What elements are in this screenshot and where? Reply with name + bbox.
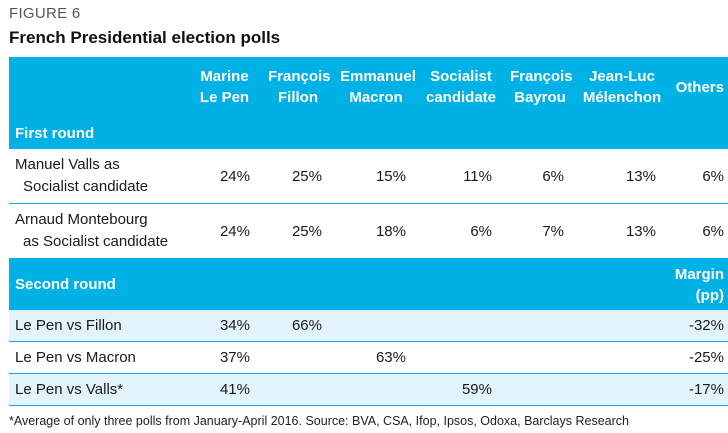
figure-label: FIGURE 6	[9, 5, 81, 22]
table-cell: 25%	[262, 149, 334, 204]
table-cell: 11%	[418, 149, 504, 204]
table-cell: 6%	[668, 149, 728, 204]
table-cell: 13%	[576, 203, 668, 259]
footnote: *Average of only three polls from Januar…	[9, 414, 629, 428]
row-label: Le Pen vs Valls*	[9, 373, 187, 406]
section-second-round: Second round Margin (pp)	[9, 258, 728, 310]
table-cell	[334, 373, 418, 406]
table-cell: -32%	[668, 310, 728, 342]
table-cell: 37%	[187, 341, 262, 374]
table-cell: -17%	[668, 373, 728, 406]
table-cell	[262, 373, 334, 406]
row-label: Manuel Valls as Socialist candidate	[9, 149, 187, 204]
section-label-second-round: Second round	[9, 258, 668, 310]
table-cell	[576, 341, 668, 374]
section-label-first-round: First round	[9, 117, 728, 149]
table-cell: -25%	[668, 341, 728, 374]
column-header-socialist: Socialist candidate	[418, 57, 504, 117]
table-row: Le Pen vs Fillon 34% 66% -32%	[9, 310, 728, 342]
table-cell: 63%	[334, 341, 418, 374]
header-corner	[9, 57, 187, 117]
table-cell: 66%	[262, 310, 334, 342]
table-cell: 6%	[418, 203, 504, 259]
table-cell: 18%	[334, 203, 418, 259]
row-label: Arnaud Montebourg as Socialist candidate	[9, 203, 187, 259]
row-label: Le Pen vs Macron	[9, 341, 187, 374]
table-cell	[504, 310, 576, 342]
polls-table: Marine Le Pen François Fillon Emmanuel Macr…	[9, 57, 728, 406]
table-header-row: Marine Le Pen François Fillon Emmanuel Macr…	[9, 57, 728, 117]
table-cell	[334, 310, 418, 342]
section-first-round: First round	[9, 117, 728, 149]
table-cell	[576, 373, 668, 406]
table-cell	[418, 310, 504, 342]
column-header-melenchon: Jean-Luc Mélenchon	[576, 57, 668, 117]
table-cell: 6%	[668, 203, 728, 259]
figure-title: French Presidential election polls	[9, 28, 281, 47]
table-row: Le Pen vs Valls* 41% 59% -17%	[9, 373, 728, 406]
table-cell	[418, 341, 504, 374]
table-cell: 7%	[504, 203, 576, 259]
table-cell: 24%	[187, 203, 262, 259]
row-label: Le Pen vs Fillon	[9, 310, 187, 342]
table-cell	[504, 341, 576, 374]
table-row: Manuel Valls as Socialist candidate 24% 2…	[9, 149, 728, 204]
column-header-macron: Emmanuel Macron	[334, 57, 418, 117]
table-cell	[262, 341, 334, 374]
table-cell: 34%	[187, 310, 262, 342]
table-cell: 13%	[576, 149, 668, 204]
table-cell	[504, 373, 576, 406]
table-cell	[576, 310, 668, 342]
table-cell: 41%	[187, 373, 262, 406]
table-cell: 59%	[418, 373, 504, 406]
column-header-le-pen: Marine Le Pen	[187, 57, 262, 117]
table-cell: 24%	[187, 149, 262, 204]
table-row: Arnaud Montebourg as Socialist candidate …	[9, 203, 728, 259]
column-header-fillon: François Fillon	[262, 57, 334, 117]
margin-header: Margin (pp)	[668, 258, 728, 310]
table-cell: 15%	[334, 149, 418, 204]
column-header-others: Others	[668, 57, 728, 117]
table-row: Le Pen vs Macron 37% 63% -25%	[9, 341, 728, 374]
table-cell: 6%	[504, 149, 576, 204]
column-header-bayrou: François Bayrou	[504, 57, 576, 117]
table-cell: 25%	[262, 203, 334, 259]
